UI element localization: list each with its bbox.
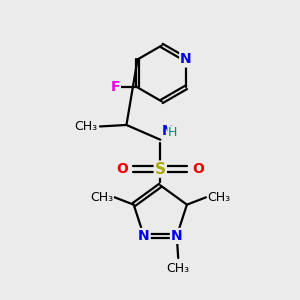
Text: N: N	[162, 124, 173, 138]
Text: O: O	[117, 162, 128, 176]
Text: CH₃: CH₃	[208, 191, 231, 204]
Text: O: O	[192, 162, 204, 176]
Text: N: N	[180, 52, 192, 67]
Text: CH₃: CH₃	[74, 120, 98, 133]
Text: CH₃: CH₃	[167, 262, 190, 275]
Text: S: S	[155, 162, 166, 177]
Text: N: N	[138, 229, 150, 243]
Text: F: F	[110, 80, 120, 94]
Text: N: N	[171, 229, 183, 243]
Text: H: H	[168, 126, 177, 139]
Text: CH₃: CH₃	[90, 191, 113, 204]
